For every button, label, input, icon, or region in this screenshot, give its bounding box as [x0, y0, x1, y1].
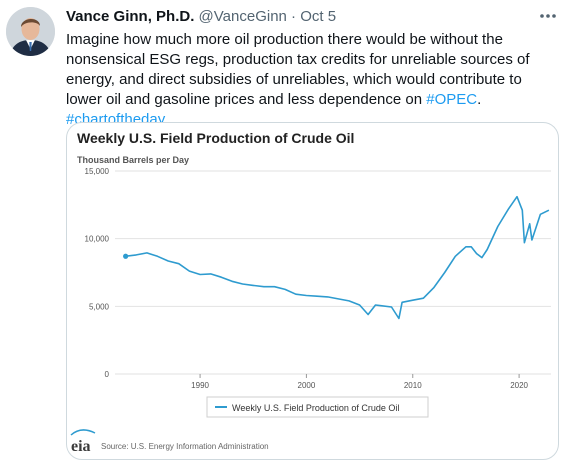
chart-axes: 0 5,000 10,000 15,000 1990 2000 2010 2020	[85, 167, 529, 390]
series-line	[125, 195, 550, 320]
legend-label: Weekly U.S. Field Production of Crude Oi…	[232, 403, 399, 413]
x-tick-label: 2000	[298, 381, 316, 390]
author-name[interactable]: Vance Ginn, Ph.D.	[66, 8, 195, 25]
tweet-date[interactable]: Oct 5	[300, 8, 337, 25]
chart-grid	[115, 170, 551, 375]
chart-series-layer	[123, 195, 550, 320]
eia-logo-text: eia	[71, 438, 91, 455]
y-tick-label: 0	[105, 370, 110, 379]
chart-title: Weekly U.S. Field Production of Crude Oi…	[77, 130, 354, 146]
author-handle[interactable]: @VanceGinn	[198, 8, 287, 25]
tweet-text: Imagine how much more oil production the…	[66, 30, 556, 130]
more-options-button[interactable]	[537, 6, 559, 26]
y-tick-label: 5,000	[89, 302, 110, 311]
x-tick-label: 2020	[510, 381, 528, 390]
series-start-marker	[123, 253, 129, 259]
y-tick-label: 15,000	[85, 167, 110, 176]
chart-legend[interactable]: Weekly U.S. Field Production of Crude Oi…	[206, 396, 429, 418]
more-horizontal-icon	[540, 14, 556, 18]
x-tick-label: 2010	[404, 381, 422, 390]
hashtag-opec[interactable]: #OPEC	[426, 91, 478, 108]
header-separator: ·	[286, 8, 301, 25]
avatar[interactable]	[6, 7, 55, 56]
chart-source: Source: U.S. Energy Information Administ…	[101, 442, 269, 451]
y-tick-label: 10,000	[85, 235, 110, 244]
avatar-image	[6, 7, 55, 56]
tweet-text-between: .	[477, 91, 482, 108]
chart: Weekly U.S. Field Production of Crude Oi…	[70, 130, 551, 455]
eia-logo: eia	[70, 429, 96, 455]
tweet-text-main: Imagine how much more oil production the…	[66, 31, 530, 108]
tweet-header: Vance Ginn, Ph.D. @VanceGinn · Oct 5	[66, 7, 336, 27]
media-card[interactable]: Weekly U.S. Field Production of Crude Oi…	[66, 122, 559, 460]
x-tick-label: 1990	[191, 381, 209, 390]
chart-subtitle: Thousand Barrels per Day	[77, 155, 189, 165]
